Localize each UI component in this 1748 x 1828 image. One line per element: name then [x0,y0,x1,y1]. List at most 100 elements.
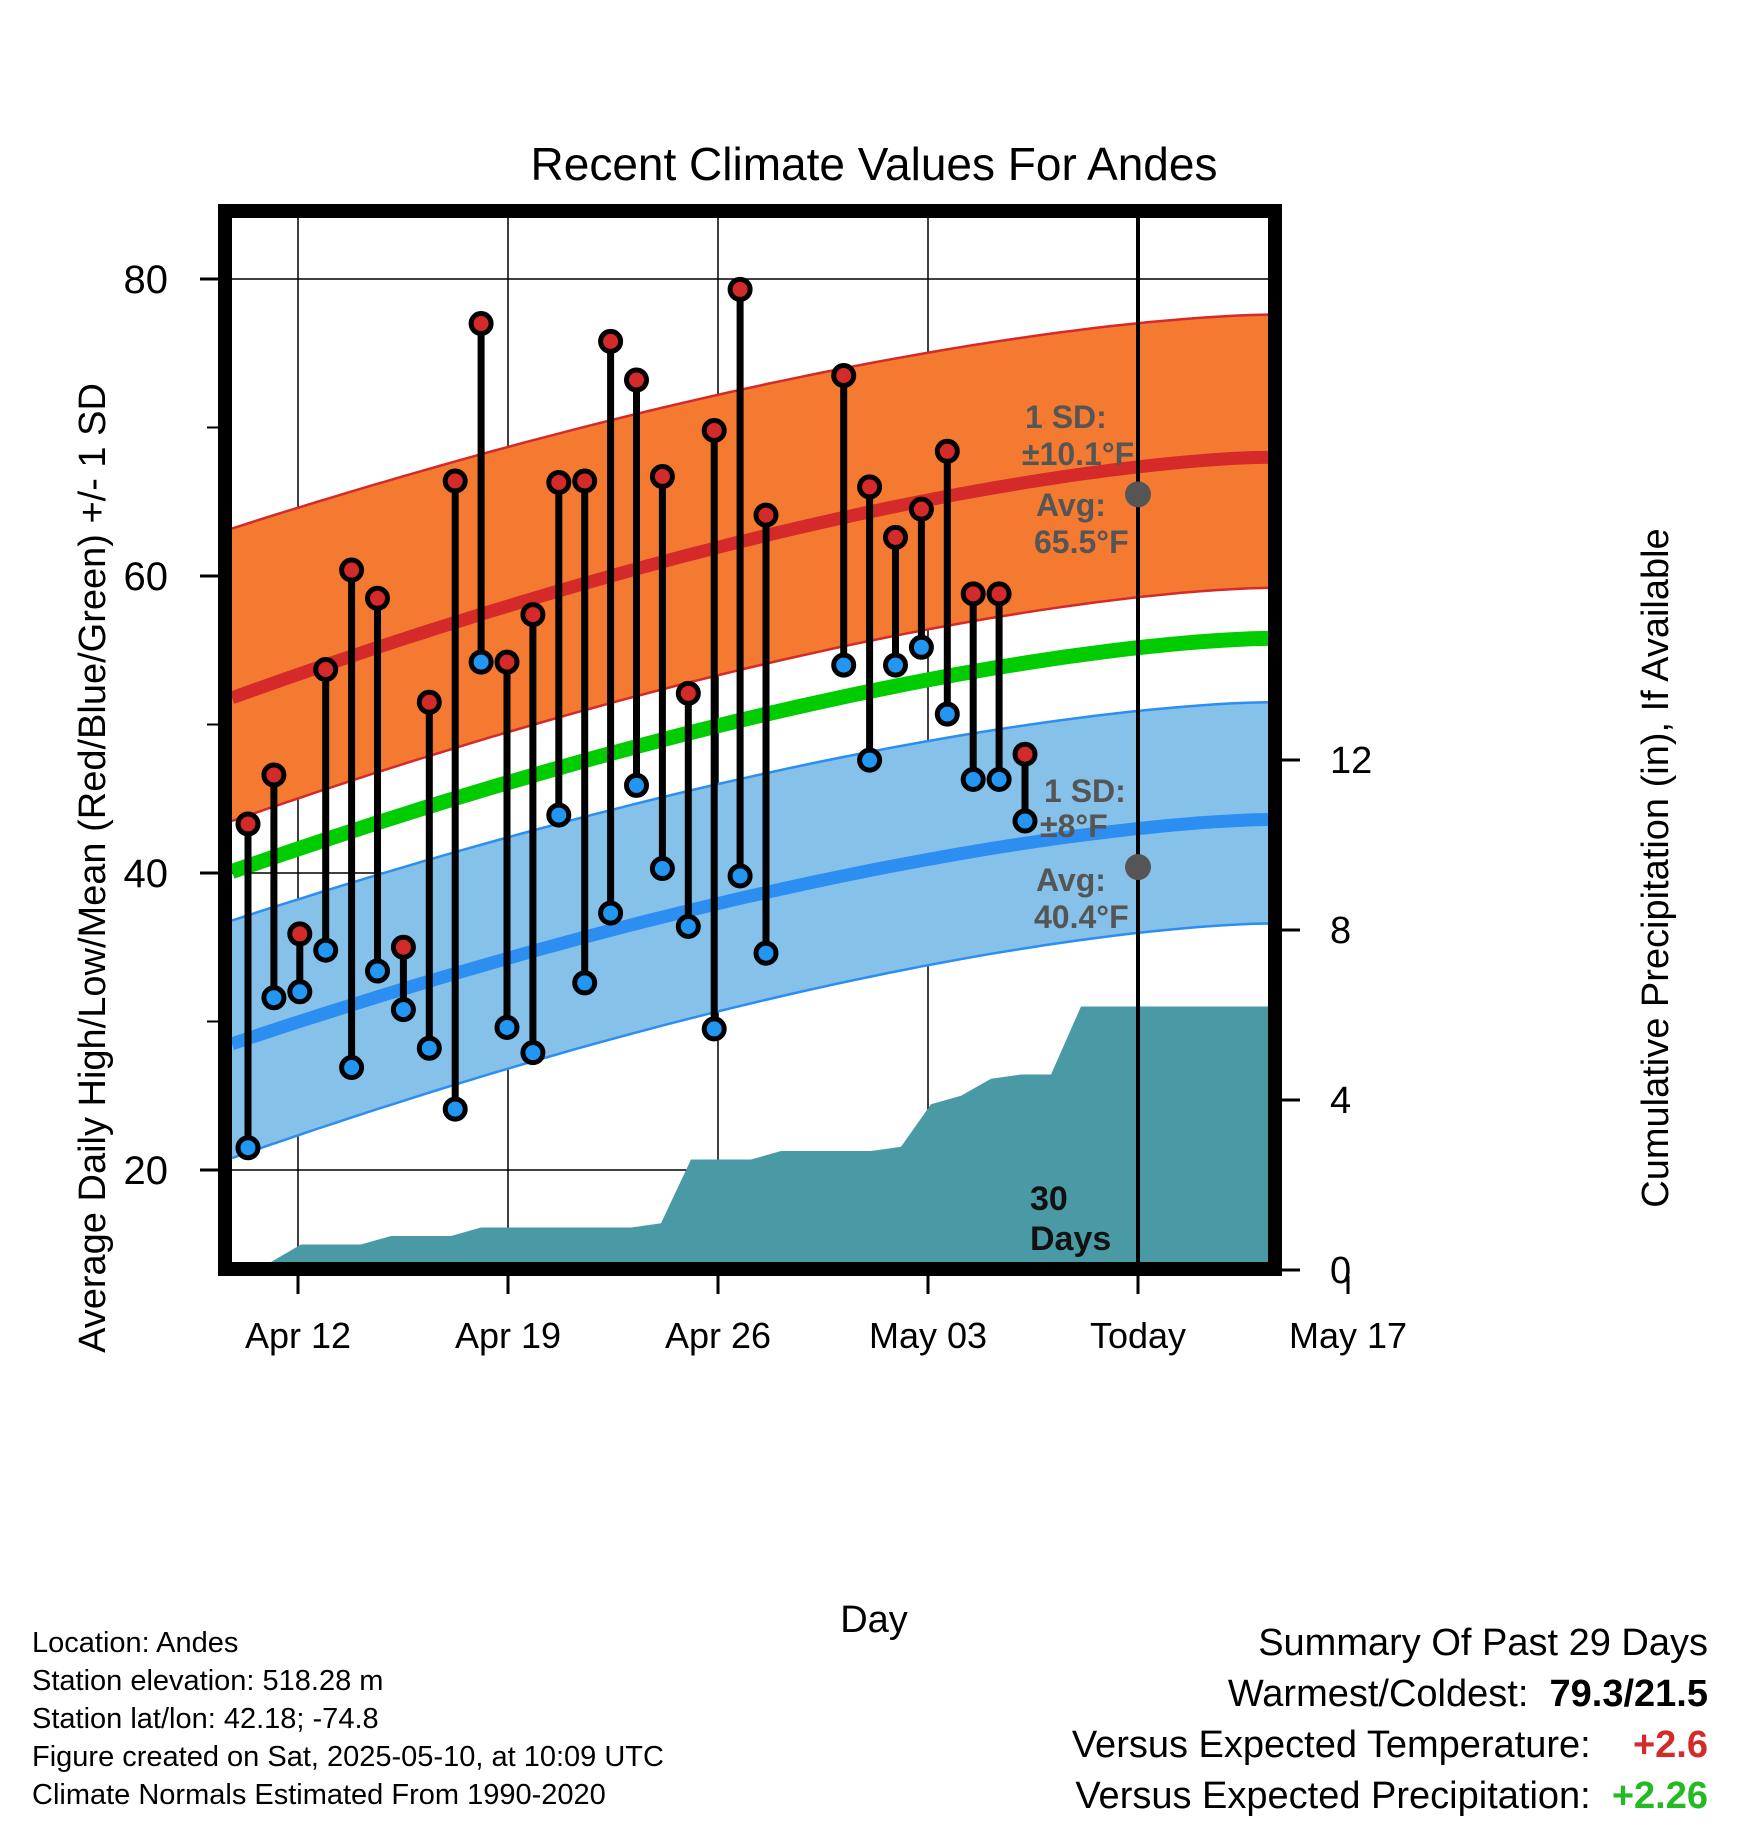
location-text: Location: Andes [32,1627,239,1659]
low-temp-dot [546,802,572,828]
high-temp-dot [339,557,365,583]
days-label-number: 30 [1030,1180,1068,1218]
elevation-text: Station elevation: 518.28 m [32,1665,384,1697]
high-mean-line [232,450,1268,704]
high-sd-lower-line [232,586,1268,823]
high-temp-dot [287,921,313,947]
plot-frame [218,204,1282,1276]
created-text: Figure created on Sat, 2025-05-10, at 10… [32,1741,664,1773]
station-info: Location: Andes Station elevation: 518.2… [32,1624,664,1814]
high-sd-value: ±10.1°F [1022,436,1134,472]
high-temp-dot [675,680,701,706]
low-avg-label: Avg: [1036,862,1106,898]
mean-line [232,630,1268,879]
y-tick-label: 40 [124,852,169,896]
temp-value: +2.6 [1632,1724,1708,1766]
low-temp-dot [339,1055,365,1081]
low-temp-dot [934,701,960,727]
chart-title: Recent Climate Values For Andes [531,138,1218,190]
low-temp-dot [365,958,390,984]
y2-axis-label: Cumulative Precipitation (in), If Availa… [1635,528,1677,1207]
high-temp-dot [313,657,339,683]
x-tick-label: May 03 [869,1315,987,1356]
precip-label: Versus Expected Precipitation: [1075,1775,1591,1817]
high-temp-dot [546,469,572,495]
days-label-text: Days [1030,1220,1111,1258]
x-tick-label: Apr 26 [665,1315,771,1356]
high-temp-dot [934,438,960,464]
low-temp-dot [442,1096,468,1122]
low-temp-dot [857,747,883,773]
high-temp-dot [468,311,494,337]
low-temp-dot [416,1035,442,1061]
warm-cold-label: Warmest/Coldest: [1227,1673,1529,1715]
normals-text: Climate Normals Estimated From 1990-2020 [32,1779,606,1811]
high-temp-dot [883,524,908,550]
temp-label: Versus Expected Temperature: [1071,1724,1591,1766]
y-tick-label: 80 [124,258,169,302]
y2-tick-label: 0 [1330,1250,1351,1292]
low-temp-dot [572,970,598,996]
high-temp-dot [416,689,442,715]
high-temp-dot [986,581,1012,607]
today-high-avg-marker [1125,481,1151,508]
low-temp-dot [624,772,649,798]
summary-precip: Versus Expected Precipitation: +2.26 [1075,1775,1708,1818]
high-temp-dot [390,934,416,960]
y-tick-label: 60 [124,555,169,599]
high-temp-dot [494,649,520,675]
low-temp-dot [908,634,934,660]
low-temp-dot [390,997,416,1023]
y2-tick-label: 8 [1330,910,1351,952]
y2-tick-label: 4 [1330,1080,1351,1122]
precip-value: +2.26 [1611,1775,1708,1817]
low-sd-value: ±8°F [1040,808,1108,844]
low-temp-dot [960,766,986,792]
low-temp-dot [235,1135,261,1161]
high-temp-dot [649,464,675,490]
low-temp-dot [986,766,1012,792]
low-temp-dot [313,937,339,963]
low-avg-value: 40.4°F [1034,899,1129,935]
low-temp-dot [520,1040,546,1066]
high-temp-dot [572,468,598,494]
high-temp-dot [624,367,649,393]
low-sd-lower-line [232,922,1268,1160]
low-temp-dot [468,649,494,675]
high-sd-upper-line [232,313,1268,530]
low-temp-dot [727,863,753,889]
low-temp-dot [753,940,779,966]
warm-cold-value: 79.3/21.5 [1549,1673,1708,1715]
high-temp-dot [235,811,261,837]
high-temp-dot [261,762,287,788]
high-temp-dot [960,581,986,607]
low-temp-dot [1012,808,1038,834]
low-temp-dot [701,1016,727,1042]
high-avg-value: 65.5°F [1034,524,1129,560]
high-avg-label: Avg: [1036,487,1106,523]
low-temp-dot [883,652,908,678]
high-sd-band [232,314,1268,821]
today-low-avg-marker [1125,854,1151,881]
precip-area [232,1006,1268,1262]
low-sd-band [232,702,1268,1159]
high-temp-dot [442,468,468,494]
latlon-text: Station lat/lon: 42.18; -74.8 [32,1703,379,1735]
x-tick-label: Today [1090,1315,1186,1356]
y2-tick-label: 12 [1330,740,1372,782]
x-axis-label: Day [840,1599,908,1641]
low-temp-dot [494,1014,520,1040]
high-temp-dot [365,585,390,611]
high-sd-label: 1 SD: [1025,399,1107,435]
axes: Apr 12 Apr 19 Apr 26 May 03 Today May 1720406… [124,204,1407,1356]
y-tick-label: 20 [124,1149,169,1193]
low-temp-dot [649,856,675,882]
y-axis-label: Average Daily High/Low/Mean (Red/Blue/Gr… [72,383,114,1353]
high-temp-dot [857,474,883,500]
low-temp-dot [831,652,857,678]
high-temp-dot [701,417,727,443]
low-sd-upper-line [232,700,1268,922]
